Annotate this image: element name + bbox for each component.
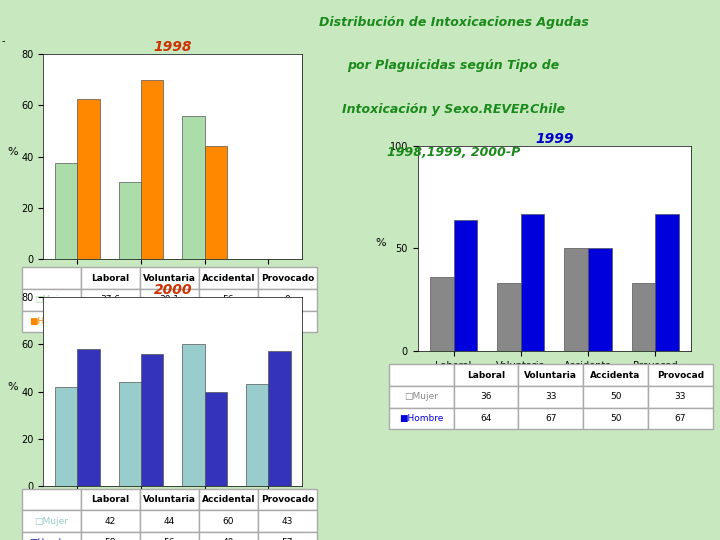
Title: 1998: 1998 (153, 40, 192, 54)
Bar (77, 349, 99, 486)
Bar (631, 284, 655, 351)
Bar (182, 116, 204, 259)
Title: 2000: 2000 (153, 283, 192, 297)
Bar (430, 277, 454, 351)
Bar (119, 182, 141, 259)
Text: Distribución de Intoxicaciones Agudas: Distribución de Intoxicaciones Agudas (319, 16, 588, 29)
Bar (77, 99, 99, 259)
Text: 1998,1999, 2000-P: 1998,1999, 2000-P (387, 146, 521, 159)
Y-axis label: %: % (7, 146, 18, 157)
Bar (55, 163, 77, 259)
Bar (246, 384, 269, 486)
Bar (204, 392, 227, 486)
Bar (119, 382, 141, 486)
Bar (182, 345, 204, 486)
Bar (521, 213, 544, 351)
Bar (141, 80, 163, 259)
Bar (655, 213, 679, 351)
Y-axis label: %: % (7, 381, 18, 391)
Text: Intoxicación y Sexo.REVEP.Chile: Intoxicación y Sexo.REVEP.Chile (342, 103, 565, 116)
Bar (204, 146, 227, 259)
Bar (564, 248, 588, 351)
Bar (141, 354, 163, 486)
Bar (498, 284, 521, 351)
Title: 1999: 1999 (535, 132, 574, 146)
Bar (55, 387, 77, 486)
Bar (588, 248, 611, 351)
Text: -: - (1, 36, 5, 46)
Y-axis label: %: % (376, 238, 387, 248)
Bar (269, 352, 291, 486)
Text: por Plaguicidas según Tipo de: por Plaguicidas según Tipo de (348, 59, 559, 72)
Bar (454, 220, 477, 351)
